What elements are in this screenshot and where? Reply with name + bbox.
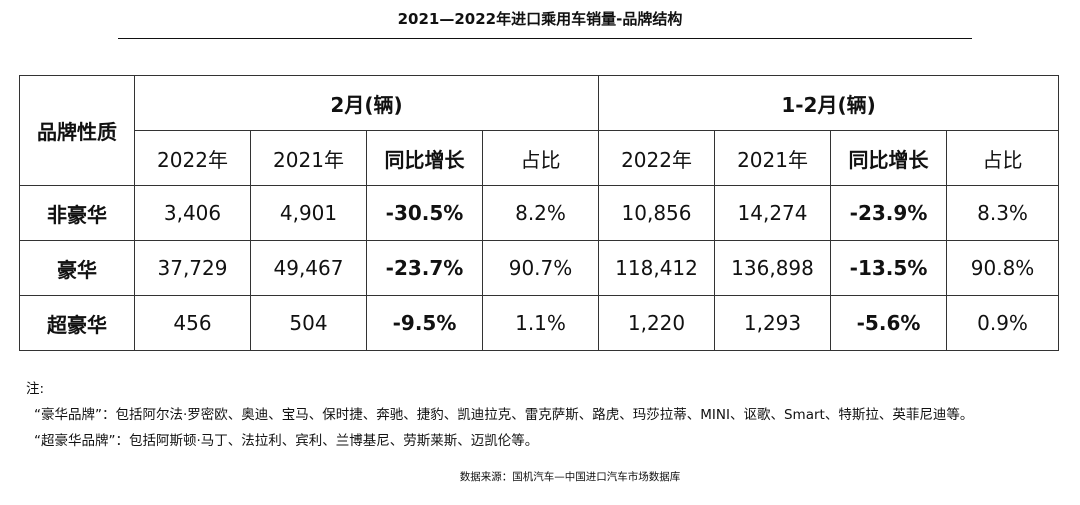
table-cell: 4,901	[250, 185, 367, 241]
table-cell: -13.5%	[830, 240, 948, 296]
table-row: 非豪华 3,406 4,901 -30.5% 8.2% 10,856 14,27…	[19, 185, 1060, 241]
table-cell: -23.9%	[830, 185, 948, 241]
group-header-jan-feb: 1-2月(辆)	[598, 75, 1060, 131]
table-row: 超豪华 456 504 -9.5% 1.1% 1,220 1,293 -5.6%…	[19, 295, 1060, 351]
table-cell: 8.2%	[481, 185, 600, 241]
table-cell: 90.8%	[946, 240, 1060, 296]
column-header: 占比	[946, 130, 1060, 186]
table-cell: 456	[134, 295, 251, 351]
column-header: 2021年	[250, 130, 367, 186]
table-cell: 10,856	[598, 185, 716, 241]
page-title: 2021—2022年进口乘用车销量-品牌结构	[397, 10, 683, 28]
table-cell: 136,898	[714, 240, 832, 296]
table-cell: -9.5%	[366, 295, 483, 351]
table-cell: 14,274	[714, 185, 832, 241]
table-row: 豪华 37,729 49,467 -23.7% 90.7% 118,412 13…	[19, 240, 1060, 296]
table-cell: 3,406	[134, 185, 251, 241]
table-cell: 0.9%	[946, 295, 1060, 351]
notes-luxury-brands: “豪华品牌”：包括阿尔法·罗密欧、奥迪、宝马、保时捷、奔驰、捷豹、凯迪拉克、雷克…	[34, 407, 974, 423]
table-cell: 1,220	[598, 295, 716, 351]
table-cell: 37,729	[134, 240, 251, 296]
table-cell: 1.1%	[481, 295, 600, 351]
table-cell: -5.6%	[830, 295, 948, 351]
notes-ultra-luxury-brands: “超豪华品牌”：包括阿斯顿·马丁、法拉利、宾利、兰博基尼、劳斯莱斯、迈凯伦等。	[34, 433, 539, 449]
table-cell: 90.7%	[481, 240, 600, 296]
column-header-row: 2022年 2021年 同比增长 占比 2022年 2021年 同比增长 占比	[20, 130, 1060, 186]
table-cell: 118,412	[598, 240, 716, 296]
table-cell: -30.5%	[366, 185, 483, 241]
group-header-feb: 2月(辆)	[133, 75, 600, 131]
table-cell: 49,467	[250, 240, 367, 296]
column-header: 2022年	[134, 130, 251, 186]
column-header: 同比增长	[366, 130, 483, 186]
row-label: 非豪华	[19, 185, 135, 241]
column-header: 占比	[481, 130, 600, 186]
table-cell: 8.3%	[946, 185, 1060, 241]
column-header: 2022年	[598, 130, 716, 186]
table-cell: 504	[250, 295, 367, 351]
row-label: 豪华	[19, 240, 135, 296]
table-cell: -23.7%	[366, 240, 483, 296]
notes: 注: “豪华品牌”：包括阿尔法·罗密欧、奥迪、宝马、保时捷、奔驰、捷豹、凯迪拉克…	[26, 376, 973, 454]
corner-header: 品牌性质	[19, 75, 135, 186]
row-label: 超豪华	[19, 295, 135, 351]
data-source: 数据来源：国机汽车—中国进口汽车市场数据库	[459, 471, 681, 483]
title-underline	[118, 38, 972, 39]
sales-table: 品牌性质 2月(辆) 1-2月(辆) 2022年 2021年 同比增长 占比 2…	[19, 75, 1060, 351]
column-header: 2021年	[714, 130, 832, 186]
group-header-row: 品牌性质 2月(辆) 1-2月(辆)	[19, 75, 1060, 186]
table-cell: 1,293	[714, 295, 832, 351]
notes-heading: 注:	[26, 381, 45, 397]
column-header: 同比增长	[830, 130, 948, 186]
